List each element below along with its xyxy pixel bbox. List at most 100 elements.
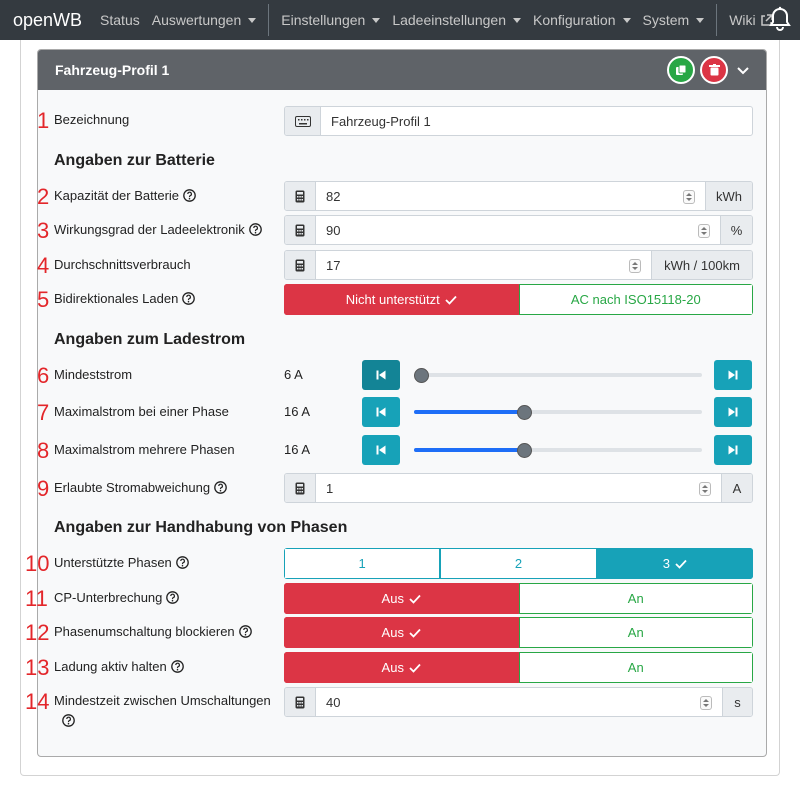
min-current-slider-thumb[interactable]: [414, 368, 429, 383]
section-phases: Angaben zur Handhabung von Phasen: [54, 519, 348, 536]
step-backward-icon: [376, 445, 386, 455]
phases-option-3[interactable]: 3: [596, 548, 753, 579]
step-forward-icon: [728, 407, 738, 417]
card-header: Fahrzeug-Profil 1: [38, 50, 766, 90]
caret-down-icon: [248, 17, 257, 23]
brand-logo[interactable]: openWB: [13, 9, 83, 30]
max-multi-decrease-button[interactable]: [362, 435, 400, 465]
marker-1: 1: [37, 108, 50, 133]
check-icon: [409, 594, 421, 604]
max-single-track[interactable]: [414, 410, 702, 414]
min-switch-time-label: Mindestzeit zwischen Umschaltungen: [54, 693, 271, 708]
caret-down-icon: [622, 17, 631, 23]
nav-konfiguration[interactable]: Konfiguration: [533, 12, 631, 28]
nav-status[interactable]: Status: [100, 12, 140, 28]
bell-icon[interactable]: [768, 6, 792, 32]
calculator-icon: [285, 251, 316, 279]
cp-interrupt-option-on[interactable]: An: [518, 583, 753, 614]
min-switch-time-value[interactable]: 40: [316, 688, 722, 716]
keyboard-icon: [285, 107, 321, 135]
marker-6: 6: [37, 363, 50, 388]
consumption-label: Durchschnittsverbrauch: [54, 257, 191, 272]
phases-option-2[interactable]: 2: [440, 548, 597, 579]
deviation-value[interactable]: 1: [316, 474, 721, 502]
name-value[interactable]: Fahrzeug-Profil 1: [331, 113, 431, 129]
capacity-value[interactable]: 82: [316, 182, 705, 210]
max-single-increase-button[interactable]: [714, 397, 752, 427]
top-navbar: openWB Status Auswertungen Einstellungen…: [0, 0, 800, 40]
step-backward-icon: [376, 370, 386, 380]
step-backward-icon: [376, 407, 386, 417]
spinner-icon[interactable]: [700, 696, 712, 710]
consumption-input[interactable]: 17 kWh / 100km: [284, 250, 753, 280]
min-switch-time-input[interactable]: 40 s: [284, 687, 753, 717]
check-icon: [409, 628, 421, 638]
phase-block-option-off[interactable]: Aus: [284, 617, 519, 648]
nav-wiki[interactable]: Wiki: [729, 12, 773, 28]
help-icon[interactable]: [62, 714, 75, 727]
efficiency-unit: %: [720, 216, 752, 244]
calculator-icon: [285, 216, 316, 244]
efficiency-input[interactable]: 90 %: [284, 215, 753, 245]
min-current-increase-button[interactable]: [714, 360, 752, 390]
marker-4: 4: [37, 253, 50, 278]
caret-down-icon: [372, 17, 381, 23]
min-current-label: Mindeststrom: [54, 367, 133, 382]
calculator-icon: [285, 182, 316, 210]
marker-10: 10: [25, 551, 50, 576]
help-icon[interactable]: [175, 556, 189, 569]
step-forward-icon: [728, 445, 738, 455]
min-current-track[interactable]: [414, 373, 702, 377]
check-icon: [675, 559, 687, 569]
max-single-label: Maximalstrom bei einer Phase: [54, 404, 229, 419]
spinner-icon[interactable]: [629, 259, 641, 273]
nav-ladeeinstellungen[interactable]: Ladeeinstellungen: [392, 12, 521, 28]
help-icon[interactable]: [183, 189, 196, 202]
max-single-value: 16 A: [284, 404, 311, 419]
nav-auswertungen[interactable]: Auswertungen: [152, 12, 257, 28]
efficiency-value[interactable]: 90: [316, 216, 720, 244]
help-icon[interactable]: [170, 660, 184, 673]
calculator-icon: [285, 688, 316, 716]
marker-8: 8: [37, 438, 50, 463]
marker-14: 14: [25, 689, 50, 714]
bidi-option-unsupported[interactable]: Nicht unterstützt: [284, 284, 519, 315]
max-multi-slider-thumb[interactable]: [517, 443, 533, 458]
delete-button[interactable]: [700, 56, 728, 84]
max-multi-increase-button[interactable]: [714, 435, 752, 465]
min-current-value: 6 A: [284, 367, 303, 382]
capacity-input[interactable]: 82 kWh: [284, 181, 753, 211]
keep-active-option-on[interactable]: An: [518, 652, 753, 683]
max-single-decrease-button[interactable]: [362, 397, 400, 427]
help-icon[interactable]: [238, 625, 252, 638]
check-icon: [409, 663, 421, 673]
chevron-down-icon[interactable]: [736, 63, 750, 79]
keep-active-option-off[interactable]: Aus: [284, 652, 519, 683]
max-multi-fill: [414, 448, 525, 452]
max-single-slider-thumb[interactable]: [517, 405, 533, 420]
help-icon[interactable]: [214, 481, 227, 494]
bidi-option-iso15118[interactable]: AC nach ISO15118-20: [518, 284, 753, 315]
consumption-unit: kWh / 100km: [651, 251, 752, 279]
min-current-decrease-button[interactable]: [362, 360, 400, 390]
cp-interrupt-option-off[interactable]: Aus: [284, 583, 519, 614]
help-icon[interactable]: [182, 292, 196, 305]
help-icon[interactable]: [166, 591, 180, 604]
spinner-icon[interactable]: [698, 224, 710, 238]
spinner-icon[interactable]: [683, 190, 695, 204]
phase-block-option-on[interactable]: An: [518, 617, 753, 648]
step-forward-icon: [728, 370, 738, 380]
consumption-value[interactable]: 17: [316, 251, 651, 279]
deviation-input[interactable]: 1 A: [284, 473, 753, 503]
phases-option-1[interactable]: 1: [284, 548, 441, 579]
spinner-icon[interactable]: [699, 482, 711, 496]
marker-13: 13: [25, 655, 50, 680]
help-icon[interactable]: [248, 223, 262, 236]
copy-button[interactable]: [667, 56, 695, 84]
nav-system[interactable]: System: [643, 12, 705, 28]
name-input[interactable]: Fahrzeug-Profil 1: [284, 106, 753, 136]
nav-einstellungen[interactable]: Einstellungen: [281, 12, 381, 28]
name-label: Bezeichnung: [54, 112, 130, 127]
cp-interrupt-label: CP-Unterbrechung: [54, 590, 180, 605]
max-multi-track[interactable]: [414, 448, 702, 452]
